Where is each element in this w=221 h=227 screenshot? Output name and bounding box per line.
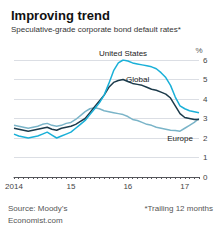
svg-text:Improving trend: Improving trend [11,8,110,23]
svg-text:4: 4 [203,95,208,104]
svg-text:Economist.com: Economist.com [8,216,63,225]
svg-text:6: 6 [203,56,208,65]
svg-text:1: 1 [203,153,208,162]
svg-text:Europe: Europe [167,134,193,143]
svg-text:%: % [195,46,202,55]
svg-text:Speculative-grade corporate bo: Speculative-grade corporate bond default… [11,25,181,34]
svg-text:Source: Moody’s: Source: Moody’s [8,204,67,213]
svg-text:2: 2 [203,134,208,143]
svg-text:*Trailing 12 months: *Trailing 12 months [144,204,213,213]
svg-text:3: 3 [203,114,208,123]
svg-text:Global: Global [126,75,150,84]
svg-text:15: 15 [66,182,75,191]
svg-text:17: 17 [180,182,189,191]
svg-text:16: 16 [123,182,132,191]
svg-text:5: 5 [203,75,208,84]
svg-text:United States: United States [99,49,147,58]
svg-text:2014: 2014 [5,182,23,191]
svg-text:0: 0 [203,173,208,182]
